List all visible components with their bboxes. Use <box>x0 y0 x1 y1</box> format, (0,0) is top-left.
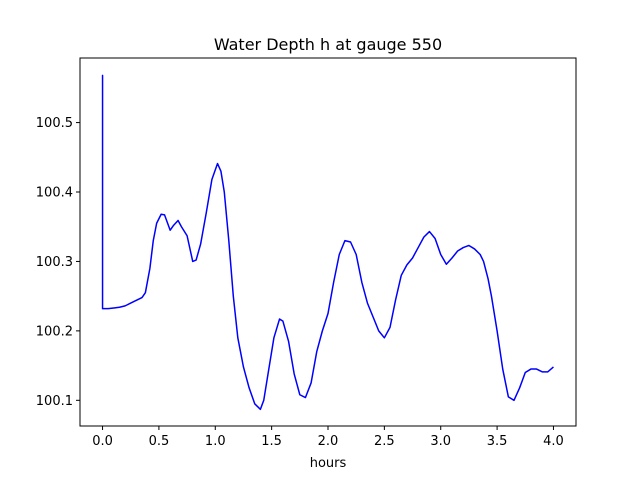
series-layer <box>101 74 554 411</box>
x-tick-label: 3.0 <box>430 434 451 449</box>
y-axis-ticks: 100.1 100.2 100.3 100.4 100.5 <box>36 116 80 409</box>
x-tick-label: 3.5 <box>487 434 508 449</box>
plot-area <box>80 58 576 426</box>
y-tick-label: 100.5 <box>36 116 73 131</box>
y-tick-label: 100.4 <box>36 186 73 201</box>
y-tick-label: 100.3 <box>36 255 73 270</box>
plot-frame <box>79 57 577 427</box>
x-tick-label: 0.5 <box>149 434 170 449</box>
x-axis-ticks: 0.0 0.5 1.0 1.5 2.0 2.5 3.0 3.5 4.0 <box>92 426 564 449</box>
x-tick-label: 2.5 <box>374 434 395 449</box>
series-line <box>101 74 554 411</box>
x-tick-label: 1.0 <box>205 434 226 449</box>
chart-title: Water Depth h at gauge 550 <box>214 35 442 54</box>
y-tick-label: 100.2 <box>36 324 73 339</box>
x-axis-label: hours <box>310 456 347 471</box>
x-tick-label: 1.5 <box>261 434 282 449</box>
y-tick-label: 100.1 <box>36 394 73 409</box>
x-tick-label: 0.0 <box>92 434 113 449</box>
x-tick-label: 2.0 <box>318 434 339 449</box>
x-tick-label: 4.0 <box>543 434 564 449</box>
